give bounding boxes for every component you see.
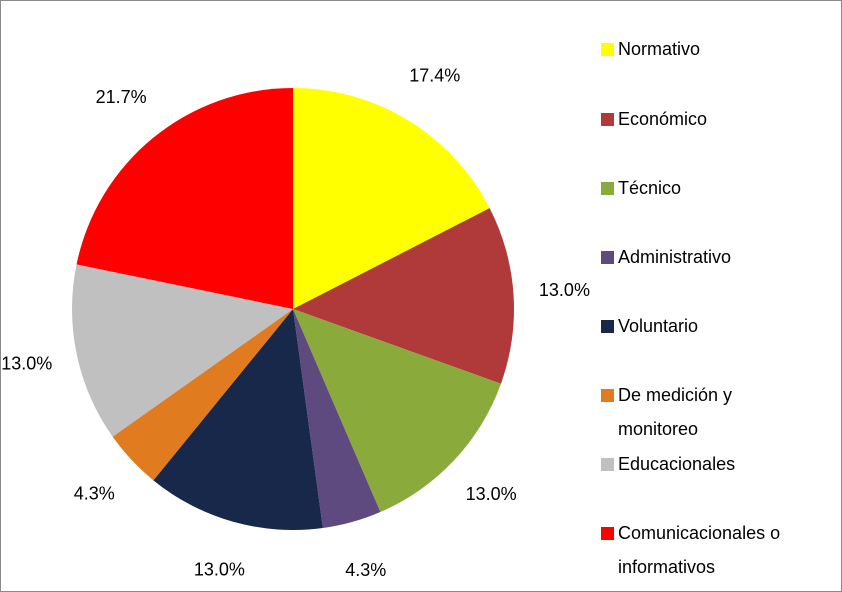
legend-item: Técnico — [601, 171, 791, 205]
legend-label: De medición y monitoreo — [618, 385, 733, 439]
data-label: 21.7% — [96, 87, 147, 107]
pie-slice — [153, 309, 323, 530]
legend-swatch — [601, 389, 614, 402]
legend-label: Técnico — [618, 178, 682, 198]
legend-item: Educacionales — [601, 447, 791, 481]
legend-swatch — [601, 458, 614, 471]
data-label: 17.4% — [409, 66, 460, 86]
pie-slice — [293, 208, 515, 384]
data-label: 13.0% — [539, 280, 590, 300]
legend-item: Comunicacionales o informativos — [601, 516, 791, 584]
legend-item: Voluntario — [601, 309, 791, 343]
legend-label: Comunicacionales o informativos — [618, 523, 781, 577]
pie-slice — [76, 88, 293, 309]
data-label: 13.0% — [1, 353, 52, 373]
pie-slice — [293, 309, 381, 528]
legend-label: Educacionales — [618, 454, 736, 474]
legend-label: Normativo — [618, 39, 701, 59]
pie-slice — [293, 309, 501, 512]
legend-swatch — [601, 182, 614, 195]
legend-swatch — [601, 251, 614, 264]
data-label: 13.0% — [466, 484, 517, 504]
data-label: 4.3% — [74, 483, 115, 503]
legend-swatch — [601, 527, 614, 540]
data-label: 13.0% — [194, 560, 245, 580]
legend-item: Normativo — [601, 32, 791, 66]
legend-item: Económico — [601, 102, 791, 136]
pie-slice — [112, 309, 294, 481]
data-label: 4.3% — [345, 560, 386, 580]
legend-item: Administrativo — [601, 240, 791, 274]
pie-slice — [71, 264, 294, 437]
legend-label: Voluntario — [618, 316, 699, 336]
legend-swatch — [601, 43, 614, 56]
legend-label: Económico — [618, 109, 708, 129]
legend-label: Administrativo — [618, 247, 732, 267]
legend-item: De medición y monitoreo — [601, 378, 791, 446]
pie-slice — [293, 88, 490, 309]
legend-swatch — [601, 113, 614, 126]
legend-swatch — [601, 320, 614, 333]
